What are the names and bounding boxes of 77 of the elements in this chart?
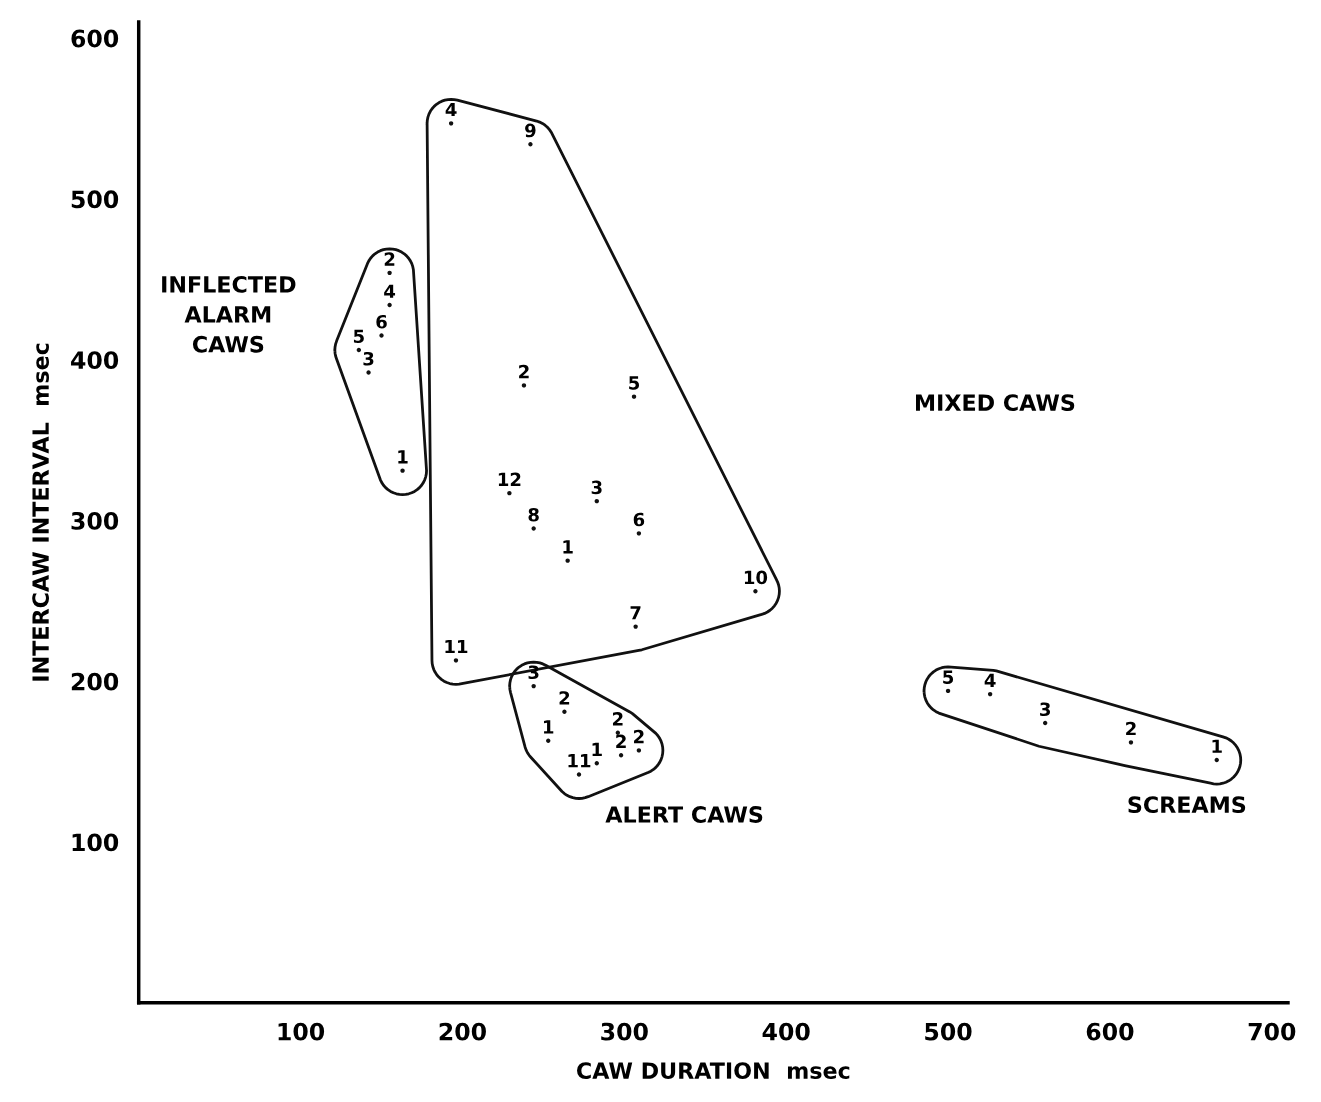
annotation: 4 [384, 284, 396, 298]
annotation: MIXED CAWS [916, 394, 1075, 411]
point [565, 558, 570, 563]
point [387, 302, 392, 308]
annotation: 1 [563, 540, 573, 554]
annotation: 3 [363, 351, 374, 366]
annotation: 3 [1040, 702, 1051, 717]
point [531, 683, 536, 689]
x-tick-label: 400 [762, 1022, 810, 1041]
point [562, 709, 567, 714]
point [531, 526, 536, 531]
point [448, 121, 454, 126]
x-tick-label: 600 [1086, 1022, 1134, 1041]
y-tick-label: 400 [71, 351, 119, 369]
point [400, 468, 405, 473]
annotation: 5 [943, 670, 954, 684]
annotation: 2 [612, 712, 623, 726]
annotation: 7 [630, 606, 641, 620]
annotation: 6 [633, 512, 645, 527]
annotation: INFLECTED ALARM CAWS [162, 275, 296, 353]
annotation: 1 [398, 450, 408, 464]
annotation: 2 [384, 252, 395, 266]
annotation: 11 [568, 754, 591, 768]
annotation: 5 [629, 376, 640, 390]
point [387, 270, 392, 276]
annotation: 1 [1212, 739, 1222, 753]
point [546, 738, 551, 743]
y-axis-title: INTERCAW INTERVAL msec [32, 343, 49, 681]
y-tick-label: 600 [71, 29, 119, 48]
point [594, 498, 599, 504]
point [1128, 740, 1134, 745]
annotation: 2 [1126, 721, 1136, 736]
y-tick-label: 500 [71, 190, 119, 209]
annotation: SCREAMS [1128, 796, 1246, 814]
annotation: 2 [616, 734, 626, 748]
annotation: 9 [525, 123, 536, 138]
point [631, 394, 637, 399]
point [507, 490, 512, 496]
annotation: ALERT CAWS [605, 806, 763, 823]
annotation: 10 [744, 570, 768, 585]
y-tick-label: 300 [71, 511, 119, 530]
annotation: 6 [376, 314, 387, 329]
y-tick-label: 200 [71, 672, 119, 691]
annotation: 4 [445, 102, 457, 117]
annotation: 2 [634, 729, 644, 744]
point [945, 688, 951, 694]
point [987, 691, 993, 697]
y-tick-label: 100 [72, 833, 119, 852]
x-tick-label: 500 [925, 1022, 972, 1041]
annotation: 2 [519, 364, 529, 379]
point [1214, 757, 1219, 763]
annotation: 8 [528, 507, 539, 522]
x-tick-label: 200 [439, 1022, 486, 1041]
point [633, 624, 638, 629]
point [594, 761, 599, 766]
x-axis-title: CAW DURATION msec [577, 1062, 850, 1079]
point [528, 142, 533, 147]
annotation: 5 [353, 329, 364, 344]
point [636, 531, 642, 536]
x-tick-label: 100 [278, 1022, 325, 1041]
annotation: 12 [498, 472, 521, 486]
annotation: 2 [559, 691, 570, 705]
x-tick-label: 300 [601, 1022, 648, 1041]
annotation: 1 [543, 720, 554, 734]
point [521, 383, 527, 388]
annotation: 11 [445, 639, 468, 654]
x-tick-label: 700 [1248, 1022, 1296, 1041]
point [453, 658, 459, 663]
point [618, 753, 624, 758]
annotation: 3 [591, 480, 602, 495]
point [356, 347, 362, 353]
point [636, 748, 642, 753]
point [576, 772, 582, 777]
annotation: 4 [984, 673, 996, 687]
annotation: 1 [592, 742, 602, 757]
point [1042, 720, 1048, 726]
point [753, 589, 758, 594]
